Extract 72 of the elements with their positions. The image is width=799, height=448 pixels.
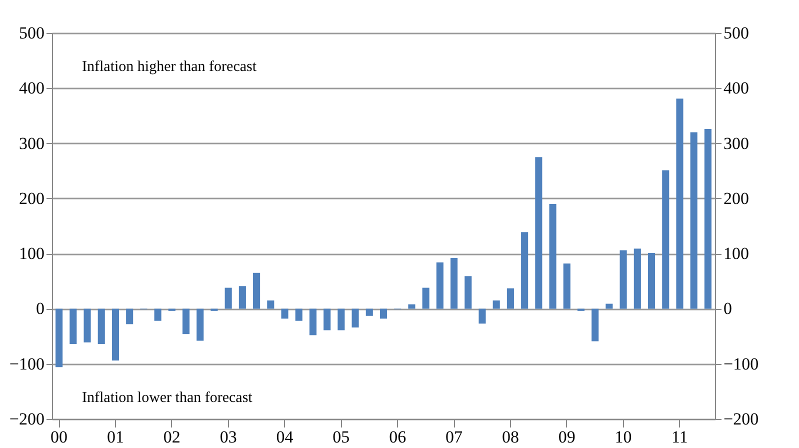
x-tick-label: 08 [502, 428, 519, 446]
bar [338, 308, 345, 330]
bar [56, 308, 63, 368]
y-tick-label: 0 [36, 299, 44, 318]
x-tick-label: 04 [276, 428, 294, 446]
x-tick-label: 07 [446, 428, 464, 446]
x-tick-label: 02 [163, 428, 180, 446]
y-tick-label: 200 [19, 188, 44, 208]
y-tick-label: −100 [9, 354, 44, 374]
bar [634, 248, 641, 309]
bar [352, 308, 359, 328]
bar [662, 170, 670, 309]
bar [126, 308, 134, 324]
bar [606, 304, 613, 309]
y2-tick-label: 100 [724, 244, 749, 264]
x-tick-label: 06 [389, 428, 406, 446]
bar [253, 272, 260, 309]
bar [535, 157, 542, 309]
y2-tick-label: 500 [724, 24, 749, 42]
bar [224, 288, 232, 309]
bar [450, 258, 458, 309]
bar [84, 308, 91, 342]
bar [281, 308, 288, 319]
bar [704, 128, 712, 309]
bar [267, 300, 274, 309]
annotation: Inflation lower than forecast [82, 390, 254, 406]
bar [549, 204, 556, 309]
x-tick-label: 11 [672, 428, 688, 446]
bar [380, 308, 388, 319]
bar [506, 288, 514, 309]
y-tick-label: 100 [19, 244, 44, 264]
bar [648, 253, 656, 309]
y2-tick-label: 400 [724, 78, 749, 98]
annotation: Inflation higher than forecast [82, 59, 258, 75]
bar [408, 304, 416, 309]
bar [196, 308, 204, 341]
x-tick-label: 01 [106, 428, 124, 446]
bar [620, 250, 627, 309]
bar [436, 262, 444, 309]
bar [366, 308, 373, 316]
x-tick-label: 03 [220, 428, 237, 446]
x-tick-label: 00 [50, 428, 68, 446]
bar [112, 308, 120, 361]
x-tick-label: 05 [332, 428, 350, 446]
y2-tick-label: −200 [724, 410, 759, 428]
bar [70, 308, 77, 344]
bar [98, 308, 105, 344]
bar [238, 286, 246, 309]
bar [182, 308, 190, 334]
bar [154, 308, 162, 321]
bar [295, 308, 302, 321]
y2-tick-label: 0 [724, 299, 732, 318]
bar [676, 98, 684, 309]
bar [324, 308, 331, 330]
y-tick-label: 300 [19, 134, 44, 153]
y-tick-label: −200 [9, 410, 44, 428]
bar [309, 308, 316, 336]
bar [521, 232, 528, 309]
bar [422, 288, 430, 309]
bar [492, 300, 500, 309]
x-tick-label: 09 [558, 428, 576, 446]
bar [592, 308, 599, 342]
bar [690, 132, 698, 309]
bar [478, 308, 486, 324]
y2-tick-label: 200 [724, 188, 749, 208]
x-tick-label: 10 [614, 428, 632, 446]
y2-tick-label: −100 [724, 354, 759, 374]
bar [563, 263, 570, 309]
y2-tick-label: 300 [724, 134, 749, 153]
y-tick-label: 400 [19, 78, 44, 98]
bar [464, 276, 472, 309]
y-tick-label: 500 [19, 24, 44, 42]
